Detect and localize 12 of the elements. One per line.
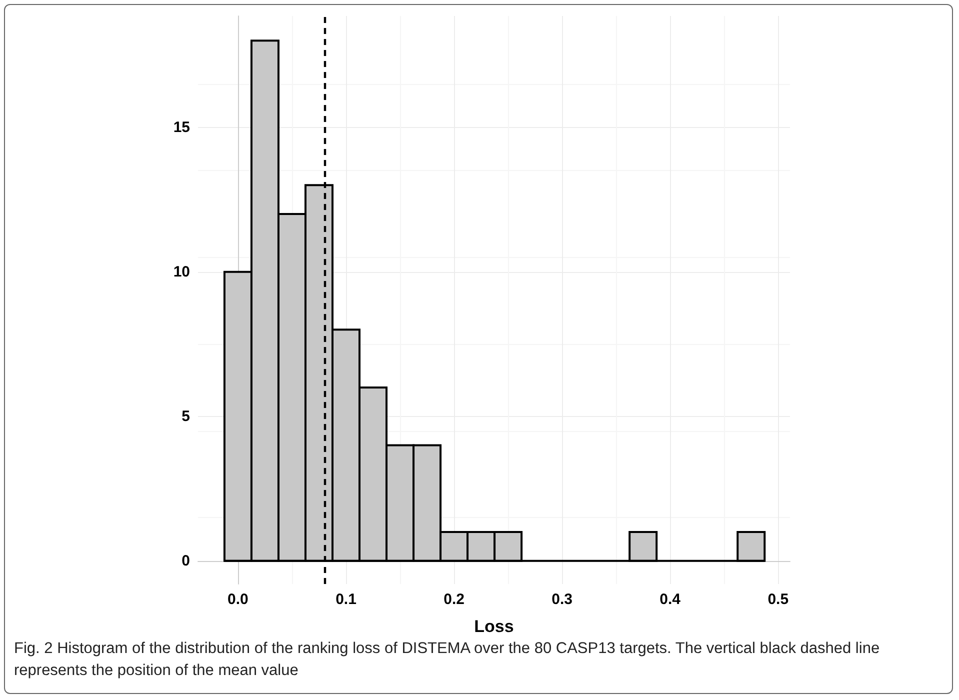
y-tick-label: 10 bbox=[173, 263, 190, 280]
x-tick-label: 0.1 bbox=[336, 591, 356, 608]
x-axis-title: Loss bbox=[474, 617, 514, 636]
y-tick-label: 15 bbox=[173, 118, 190, 136]
x-tick-label: 0.5 bbox=[768, 591, 789, 608]
x-tick-label: 0.3 bbox=[552, 591, 572, 608]
x-tick-label: 0.4 bbox=[660, 591, 682, 608]
y-tick-label: 5 bbox=[182, 408, 190, 425]
y-tick-label: 0 bbox=[182, 552, 190, 570]
caption: Fig. 2 Histogram of the distribution of the ranking loss of DISTEMA over the 80 CASP13 targets. The vertical black dashed line represents the position of the mean value bbox=[14, 639, 881, 681]
x-tick-label: 0.2 bbox=[444, 591, 464, 608]
x-tick-label: 0.0 bbox=[228, 591, 248, 608]
